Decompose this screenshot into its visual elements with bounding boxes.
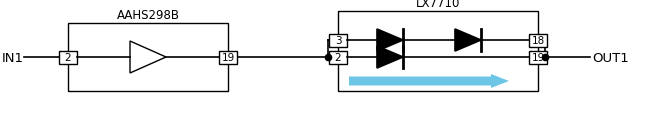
Text: LX7710: LX7710 <box>416 0 460 10</box>
Bar <box>68 24 228 91</box>
Text: 3: 3 <box>335 36 342 46</box>
Text: AAHS298B: AAHS298B <box>117 9 179 22</box>
Polygon shape <box>377 47 403 68</box>
Text: 18: 18 <box>532 36 545 46</box>
Bar <box>529 34 547 47</box>
Bar <box>219 51 237 64</box>
Bar <box>329 51 347 64</box>
FancyArrow shape <box>349 74 509 88</box>
Bar <box>529 51 547 64</box>
Text: 2: 2 <box>335 53 342 62</box>
Text: 19: 19 <box>221 53 234 62</box>
Polygon shape <box>455 30 481 52</box>
Text: 2: 2 <box>65 53 71 62</box>
Text: OUT1: OUT1 <box>592 51 629 64</box>
Text: IN1: IN1 <box>2 51 24 64</box>
Text: 19: 19 <box>532 53 545 62</box>
Polygon shape <box>377 30 403 52</box>
Bar <box>329 34 347 47</box>
Bar <box>59 51 77 64</box>
Bar <box>338 12 538 91</box>
